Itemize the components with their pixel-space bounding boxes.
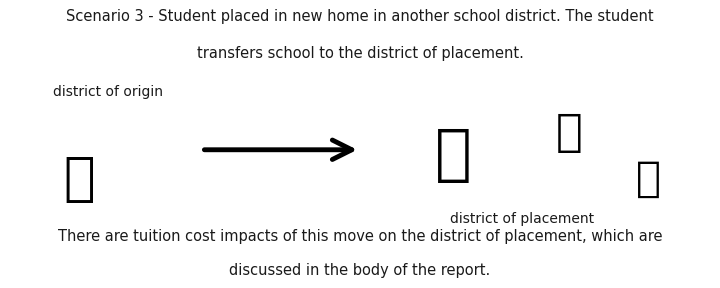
Text: Scenario 3 - Student placed in new home in another school district. The student: Scenario 3 - Student placed in new home … [66, 9, 654, 24]
Text: 🏫: 🏫 [436, 126, 472, 185]
Text: discussed in the body of the report.: discussed in the body of the report. [230, 263, 490, 278]
Text: 🧑: 🧑 [555, 111, 582, 154]
Text: district of origin: district of origin [53, 85, 163, 99]
Text: 🏛: 🏛 [636, 158, 660, 200]
Text: There are tuition cost impacts of this move on the district of placement, which : There are tuition cost impacts of this m… [58, 229, 662, 244]
Text: district of placement: district of placement [450, 212, 594, 226]
Text: 🏙: 🏙 [63, 153, 95, 204]
Text: transfers school to the district of placement.: transfers school to the district of plac… [197, 46, 523, 61]
